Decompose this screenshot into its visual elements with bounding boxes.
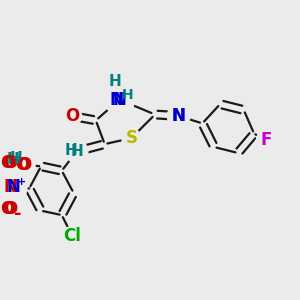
Text: O: O — [0, 154, 14, 172]
Circle shape — [122, 129, 141, 148]
Text: N: N — [172, 107, 186, 125]
Circle shape — [110, 90, 129, 109]
Circle shape — [104, 85, 135, 115]
Circle shape — [256, 130, 275, 149]
Circle shape — [167, 105, 190, 127]
Text: S: S — [125, 129, 137, 147]
Circle shape — [63, 106, 82, 125]
Circle shape — [0, 170, 27, 204]
Circle shape — [169, 106, 188, 125]
Text: F: F — [260, 130, 272, 148]
Circle shape — [1, 200, 20, 219]
Circle shape — [67, 142, 86, 161]
Circle shape — [9, 152, 35, 178]
Circle shape — [6, 149, 26, 168]
Text: N: N — [172, 107, 186, 125]
Circle shape — [0, 197, 22, 221]
Circle shape — [106, 73, 124, 92]
Text: H: H — [64, 143, 77, 158]
Text: O: O — [17, 156, 31, 174]
Text: N: N — [112, 91, 126, 109]
Text: H: H — [109, 74, 122, 89]
Text: +: + — [17, 177, 26, 187]
Text: O: O — [15, 156, 29, 174]
Text: H: H — [7, 152, 19, 167]
Text: H: H — [10, 152, 22, 166]
Text: H: H — [70, 144, 83, 159]
Circle shape — [63, 226, 82, 245]
Text: -: - — [14, 205, 21, 223]
Circle shape — [1, 178, 20, 196]
Text: Cl: Cl — [63, 227, 81, 245]
Text: H: H — [122, 88, 134, 102]
Text: N: N — [110, 91, 124, 109]
Text: N: N — [7, 178, 20, 196]
Circle shape — [12, 155, 31, 174]
Circle shape — [1, 154, 20, 173]
Text: O: O — [0, 200, 14, 218]
Text: O: O — [3, 154, 17, 172]
Text: N: N — [3, 178, 17, 196]
Circle shape — [1, 154, 20, 173]
Text: O: O — [65, 107, 79, 125]
Text: O: O — [3, 200, 17, 218]
Circle shape — [65, 140, 88, 163]
